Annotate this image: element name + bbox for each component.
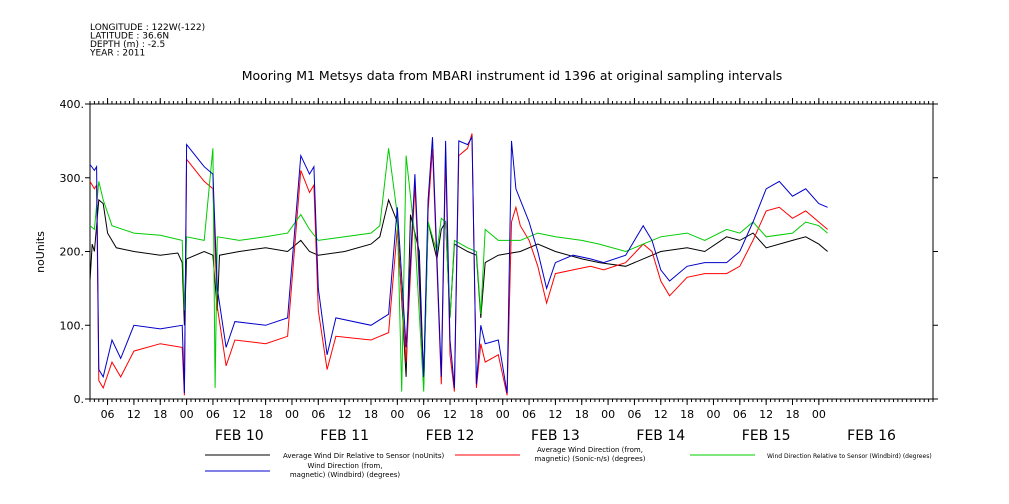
x-day-label: FEB 15 <box>742 428 791 444</box>
x-hour-label: 00 <box>706 408 720 421</box>
series-line-2 <box>89 133 828 396</box>
x-hour-label: 18 <box>469 408 483 421</box>
legend: Average Wind Dir Relative to Sensor (noU… <box>205 446 932 479</box>
y-tick-label: 200. <box>60 246 85 259</box>
x-hour-label: 00 <box>180 408 194 421</box>
y-axis-ticks: 0. 100. 200. 300. 400. <box>60 98 938 406</box>
x-day-label: FEB 13 <box>531 428 580 444</box>
x-hour-label: 00 <box>496 408 510 421</box>
x-hour-label: 00 <box>390 408 404 421</box>
x-day-label: FEB 12 <box>426 428 475 444</box>
x-hour-label: 12 <box>338 408 352 421</box>
series-group <box>89 133 828 396</box>
x-hour-label: 00 <box>601 408 615 421</box>
x-day-label: FEB 10 <box>215 428 264 444</box>
x-hour-label: 06 <box>417 408 431 421</box>
x-hour-label: 18 <box>259 408 273 421</box>
legend-entry-1: Average Wind Dir Relative to Sensor (noU… <box>283 452 444 460</box>
y-tick-label: 100. <box>60 319 85 332</box>
series-line-1 <box>89 198 828 385</box>
x-hour-label: 00 <box>812 408 826 421</box>
metadata-line: LATITUDE : 36.6N <box>90 32 169 42</box>
x-axis-day-labels: FEB 10 FEB 11 FEB 12 FEB 13 FEB 14 FEB 15 FEB … <box>215 428 896 444</box>
x-hour-label: 06 <box>733 408 747 421</box>
x-axis-hour-ticks: 06 12 18 00 06 12 18 00 06 12 18 00 06 12 18 00 06 12 18 00… <box>101 98 826 421</box>
x-hour-label: 06 <box>311 408 325 421</box>
metadata-line: LONGITUDE : 122W(-122) <box>90 23 205 33</box>
x-day-label: FEB 11 <box>320 428 369 444</box>
legend-entry-2: Average Wind Direction (from, magnetic) (… <box>534 446 645 463</box>
x-hour-label: 12 <box>127 408 141 421</box>
metadata-line: DEPTH (m) : -2.5 <box>90 40 165 50</box>
x-day-label: FEB 16 <box>847 428 896 444</box>
x-hour-label: 06 <box>206 408 220 421</box>
x-hour-label: 00 <box>285 408 299 421</box>
series-line-4 <box>89 135 828 394</box>
x-hour-label: 12 <box>232 408 246 421</box>
x-hour-label: 18 <box>680 408 694 421</box>
x-hour-label: 18 <box>153 408 167 421</box>
x-hour-label: 18 <box>364 408 378 421</box>
x-hour-label: 18 <box>786 408 800 421</box>
y-axis-label: noUnits <box>34 231 47 273</box>
x-hour-label: 06 <box>101 408 115 421</box>
x-hour-label: 18 <box>575 408 589 421</box>
x-hour-label: 06 <box>522 408 536 421</box>
x-hour-label: 12 <box>654 408 668 421</box>
y-tick-label: 300. <box>60 172 85 185</box>
x-hour-label: 12 <box>759 408 773 421</box>
x-day-label: FEB 14 <box>636 428 685 444</box>
y-tick-label: 0. <box>74 393 85 406</box>
y-tick-label: 400. <box>60 98 85 111</box>
legend-entry-3: Wind Direction Relative to Sensor (Windb… <box>767 453 932 460</box>
metadata-line: YEAR : 2011 <box>89 49 145 59</box>
series-line-3 <box>89 148 828 392</box>
metadata-block: LONGITUDE : 122W(-122)LATITUDE : 36.6NDE… <box>89 23 205 59</box>
chart-title: Mooring M1 Metsys data from MBARI instru… <box>242 68 783 83</box>
legend-entry-4: Wind Direction (from, magnetic) (Windbird… <box>290 462 401 479</box>
x-hour-label: 12 <box>548 408 562 421</box>
x-hour-label: 12 <box>443 408 457 421</box>
x-hour-label: 06 <box>627 408 641 421</box>
